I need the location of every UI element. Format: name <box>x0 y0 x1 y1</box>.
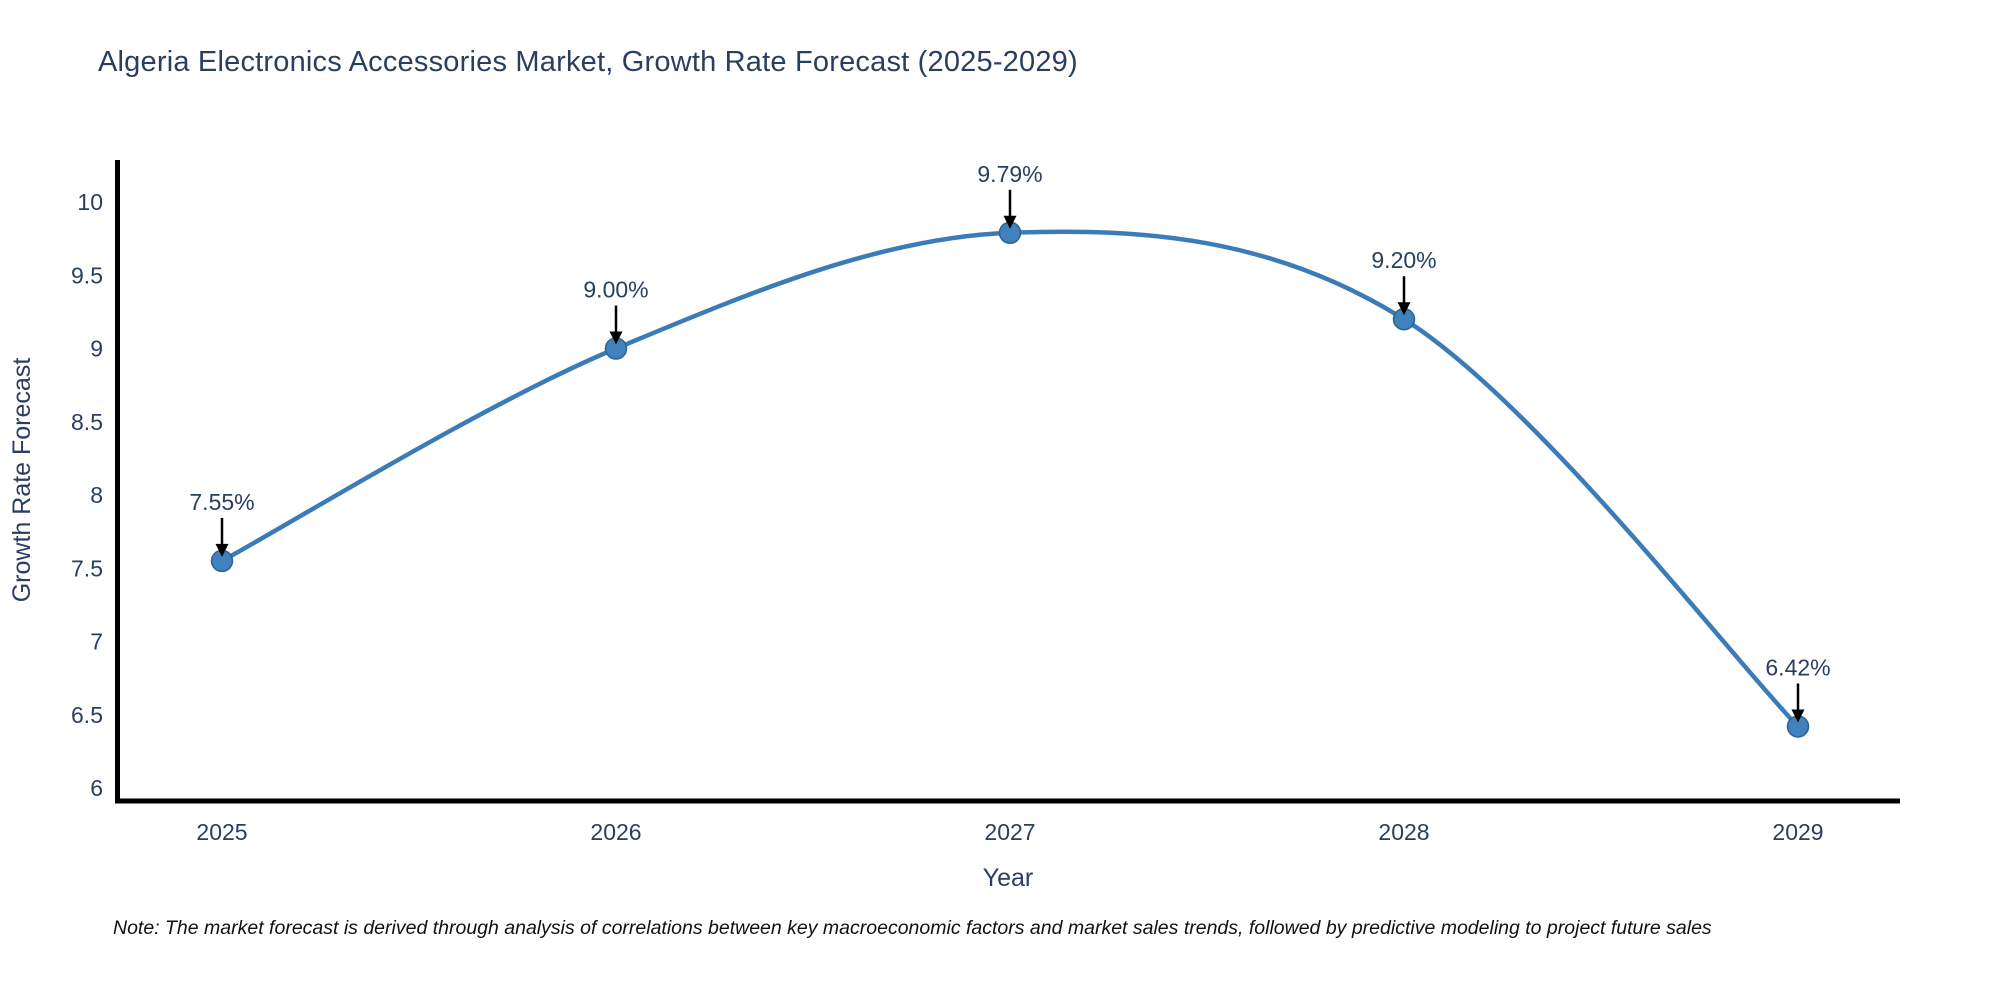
x-tick-label: 2028 <box>1378 819 1429 845</box>
y-tick-label: 10 <box>77 189 103 215</box>
point-annotation: 9.79% <box>977 161 1043 229</box>
annotation-arrow-head <box>1003 215 1017 229</box>
point-annotation: 7.55% <box>189 489 255 557</box>
footnote-text: Note: The market forecast is derived thr… <box>113 917 1712 939</box>
point-annotation: 6.42% <box>1765 654 1831 723</box>
annotation-arrow-head <box>215 543 229 557</box>
axis-spines <box>115 160 1900 804</box>
y-tick-label: 7 <box>90 629 103 655</box>
forecast-line <box>219 229 1801 729</box>
point-annotation-label: 6.42% <box>1765 654 1830 680</box>
y-axis-title: Growth Rate Forecast <box>8 358 36 603</box>
point-annotation: 9.20% <box>1371 247 1437 316</box>
chart-title: Algeria Electronics Accessories Market, … <box>98 46 1078 78</box>
point-annotation-label: 7.55% <box>189 489 254 515</box>
y-tick-label: 9 <box>90 336 103 362</box>
y-tick-label: 8.5 <box>71 409 103 435</box>
annotation-arrow-head <box>1791 709 1805 723</box>
plot-layer: 6 6.5 7 7.5 8 8.5 9 9.5 10 2025 2026 2027 2028 2029 7.… <box>71 161 1831 845</box>
x-axis-title: Year <box>983 864 1034 892</box>
annotation-arrow-head <box>1397 302 1411 316</box>
y-tick-label: 6.5 <box>71 702 103 728</box>
point-annotation-label: 9.79% <box>977 161 1042 187</box>
point-annotation-label: 9.20% <box>1371 247 1436 273</box>
x-tick-label: 2025 <box>196 819 247 845</box>
point-annotation-label: 9.00% <box>583 277 648 303</box>
y-tick-label: 6 <box>90 775 103 801</box>
point-annotation: 9.00% <box>583 277 649 345</box>
y-tick-label: 7.5 <box>71 555 103 581</box>
y-tick-label: 9.5 <box>71 262 103 288</box>
x-tick-label: 2027 <box>984 819 1035 845</box>
x-tick-label: 2029 <box>1772 819 1823 845</box>
annotation-arrow-head <box>609 331 623 345</box>
x-tick-label: 2026 <box>590 819 641 845</box>
y-tick-label: 8 <box>90 482 103 508</box>
